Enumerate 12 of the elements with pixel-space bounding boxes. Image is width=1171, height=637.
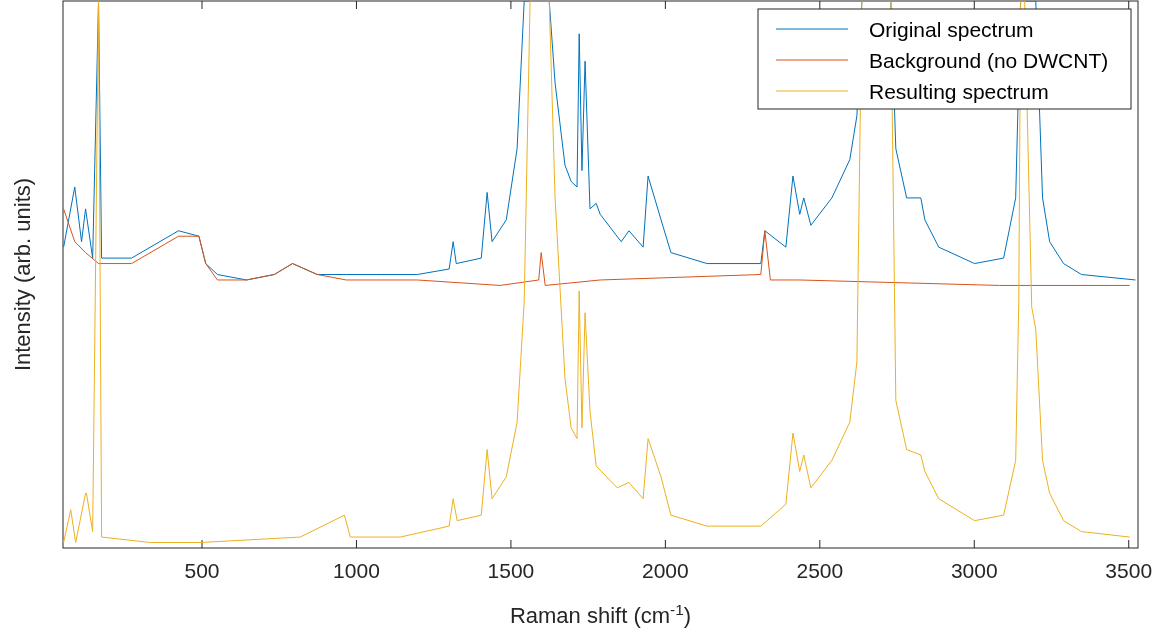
legend-label: Background (no DWCNT)	[869, 49, 1109, 72]
legend-label: Resulting spectrum	[869, 80, 1049, 103]
y-axis-title: Intensity (arb. units)	[10, 177, 35, 372]
x-axis-title: Raman shift (cm$^{-1}$)	[509, 600, 692, 628]
x-tick-label: 1000	[333, 559, 380, 582]
x-tick-label: 3500	[1105, 559, 1153, 582]
x-tick-label: 2500	[796, 559, 844, 582]
x-tick-label: 2000	[642, 559, 689, 582]
x-tick-label: 3000	[950, 559, 998, 582]
legend-label: Original spectrum	[869, 18, 1034, 41]
x-tick-label: 1500	[487, 559, 535, 582]
x-tick-label: 500	[184, 559, 220, 582]
